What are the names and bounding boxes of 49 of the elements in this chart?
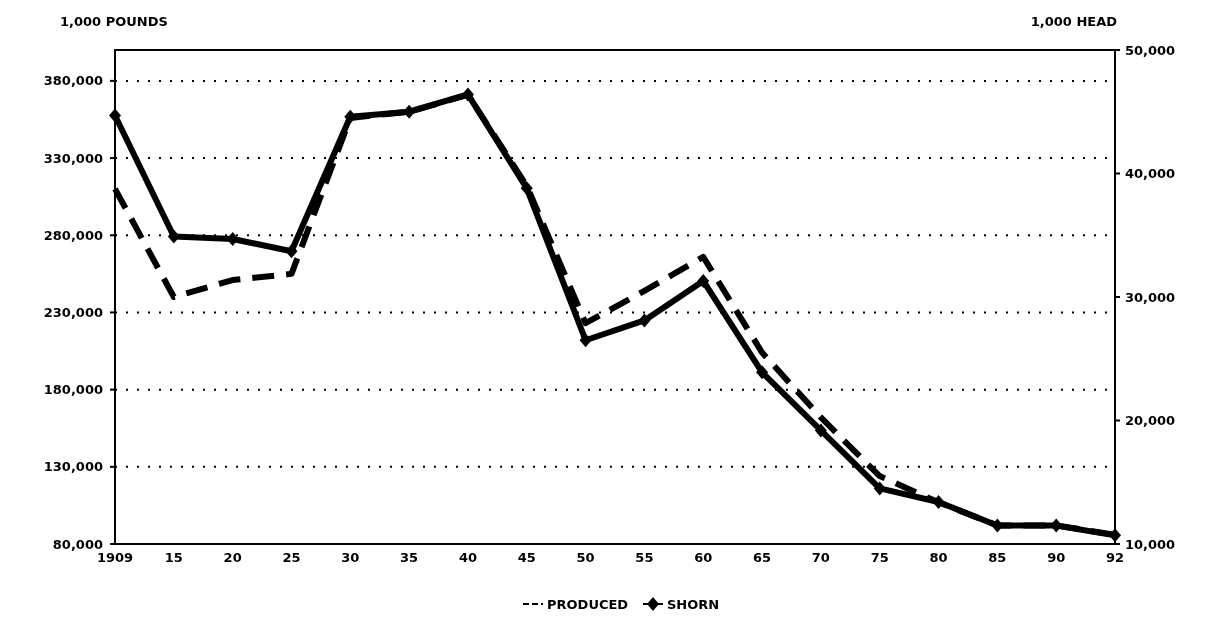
x-tick-label: 92 bbox=[1105, 550, 1125, 565]
x-tick-label: 50 bbox=[576, 550, 595, 565]
point bbox=[1109, 528, 1121, 543]
y2-tick-label: 10,000 bbox=[1125, 536, 1176, 552]
point bbox=[756, 365, 769, 380]
y-tick-label: 130,000 bbox=[43, 459, 103, 475]
x-tick-label: 1909 bbox=[96, 550, 134, 565]
y2-tick-label: 30,000 bbox=[1125, 289, 1176, 305]
y-tick-label: 380,000 bbox=[43, 73, 103, 89]
legend-label: SHORN bbox=[667, 596, 720, 612]
y-tick-label: 280,000 bbox=[43, 227, 103, 243]
x-tick-label: 40 bbox=[458, 550, 477, 565]
x-tick-label: 35 bbox=[400, 550, 419, 565]
x-tick-label: 55 bbox=[635, 550, 654, 565]
point bbox=[285, 244, 298, 259]
point bbox=[226, 231, 239, 246]
point bbox=[697, 273, 710, 288]
y2-tick-label: 50,000 bbox=[1125, 42, 1176, 58]
point bbox=[167, 229, 180, 244]
x-tick-label: 75 bbox=[870, 550, 889, 565]
y-tick-label: 330,000 bbox=[43, 150, 103, 166]
y2-tick-label: 40,000 bbox=[1125, 166, 1176, 182]
x-tick-label: 65 bbox=[753, 550, 772, 565]
x-tick-label: 30 bbox=[341, 550, 360, 565]
legend-label: PRODUCED bbox=[547, 596, 629, 612]
y-tick-label: 230,000 bbox=[43, 304, 103, 320]
y2-axis-title: 1,000 HEAD bbox=[1030, 14, 1118, 29]
point bbox=[932, 495, 945, 510]
y-tick-label: 180,000 bbox=[43, 382, 103, 398]
x-tick-label: 80 bbox=[929, 550, 948, 565]
x-tick-label: 90 bbox=[1047, 550, 1066, 565]
x-tick-label: 25 bbox=[282, 550, 301, 565]
y-tick-label: 80,000 bbox=[52, 536, 103, 552]
point bbox=[520, 181, 533, 196]
point bbox=[579, 333, 592, 348]
y2-tick-label: 20,000 bbox=[1125, 413, 1176, 429]
x-tick-label: 70 bbox=[811, 550, 830, 565]
y-axis-title: 1,000 POUNDS bbox=[60, 14, 168, 29]
x-tick-label: 45 bbox=[517, 550, 536, 565]
point bbox=[638, 313, 651, 328]
point bbox=[109, 108, 121, 123]
point bbox=[873, 481, 886, 496]
point bbox=[814, 423, 827, 438]
x-tick-label: 20 bbox=[223, 550, 242, 565]
x-tick-label: 60 bbox=[694, 550, 713, 565]
x-tick-label: 15 bbox=[164, 550, 183, 565]
point bbox=[403, 104, 416, 119]
x-tick-label: 85 bbox=[988, 550, 1007, 565]
point bbox=[461, 87, 474, 102]
